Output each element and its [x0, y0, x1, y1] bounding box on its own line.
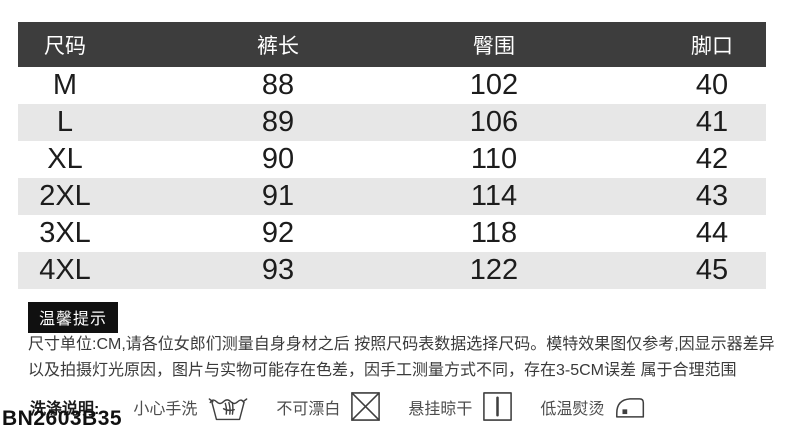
cell-leg-opening: 41 [544, 104, 766, 141]
cell-pant-length: 90 [261, 143, 295, 175]
table-row: 4XL 93 122 45 [18, 252, 766, 289]
header-size: 尺码 [18, 22, 112, 67]
cell-size: L [18, 104, 112, 141]
cell-size: M [52, 69, 78, 101]
care-label: 低温熨烫 [540, 400, 605, 418]
care-label: 小心手洗 [133, 400, 198, 418]
header-pant-length: 裤长 [112, 22, 444, 67]
care-label: 不可漂白 [276, 400, 341, 418]
product-code: BN2603B35 [2, 407, 123, 430]
table-row: 2XL 91 114 43 [18, 178, 766, 215]
tips-line-2: 以及拍摄灯光原因，图片与实物可能存在色差，因手工测量方式不同，存在3-5CM误差… [28, 362, 737, 379]
cell-leg-opening: 42 [695, 143, 729, 175]
care-item-hand-wash: 小心手洗 [133, 391, 250, 423]
do-not-bleach-icon [349, 390, 382, 423]
cell-pant-length: 91 [112, 178, 444, 215]
cell-hip: 114 [444, 178, 544, 215]
cell-pant-length: 89 [112, 104, 444, 141]
cell-pant-length: 93 [112, 252, 444, 289]
washing-instructions: 洗涤说明: 小心手洗 不可漂白 [30, 390, 675, 423]
washing-instructions-label: 洗涤说明: [30, 400, 100, 418]
care-label: 悬挂晾干 [408, 400, 473, 418]
table-row: M 88 102 40 [18, 67, 766, 104]
table-row: XL 90 110 42 [18, 141, 766, 178]
cell-size: 4XL [18, 252, 112, 289]
cell-size: 3XL [39, 217, 91, 249]
tips-text: 尺寸单位:CM,请各位女郎们测量自身身材之后 按照尺码表数据选择尺码。模特效果图… [28, 332, 808, 384]
table-header-row: 尺码 裤长 臀围 脚口 [18, 22, 766, 67]
header-leg-opening: 脚口 [544, 22, 766, 67]
table-row: 3XL 92 118 44 [18, 215, 766, 252]
care-item-no-bleach: 不可漂白 [276, 390, 382, 423]
cell-leg-opening: 40 [695, 69, 729, 101]
cell-size: 2XL [18, 178, 112, 215]
size-table: 尺码 裤长 臀围 脚口 M 88 102 40 L 89 106 41 XL 9… [18, 22, 766, 289]
header-hip: 臀围 [444, 22, 544, 67]
cell-pant-length: 88 [261, 69, 295, 101]
cell-hip: 110 [470, 143, 518, 175]
care-item-hang-dry: 悬挂晾干 [408, 390, 514, 423]
cell-hip: 106 [444, 104, 544, 141]
care-item-low-iron: 低温熨烫 [540, 390, 649, 423]
table-row: L 89 106 41 [18, 104, 766, 141]
cell-leg-opening: 43 [544, 178, 766, 215]
low-temp-iron-icon [613, 390, 649, 423]
cell-hip: 122 [444, 252, 544, 289]
cell-size: XL [47, 143, 83, 175]
cell-leg-opening: 45 [544, 252, 766, 289]
tips-line-1: 尺寸单位:CM,请各位女郎们测量自身身材之后 按照尺码表数据选择尺码。模特效果图… [28, 336, 775, 353]
hand-wash-icon [206, 391, 250, 423]
cell-leg-opening: 44 [695, 217, 729, 249]
cell-hip: 118 [470, 217, 518, 249]
warm-tips-badge: 温馨提示 [28, 302, 119, 333]
hang-dry-icon [481, 390, 514, 423]
cell-pant-length: 92 [261, 217, 295, 249]
cell-hip: 102 [469, 69, 519, 101]
